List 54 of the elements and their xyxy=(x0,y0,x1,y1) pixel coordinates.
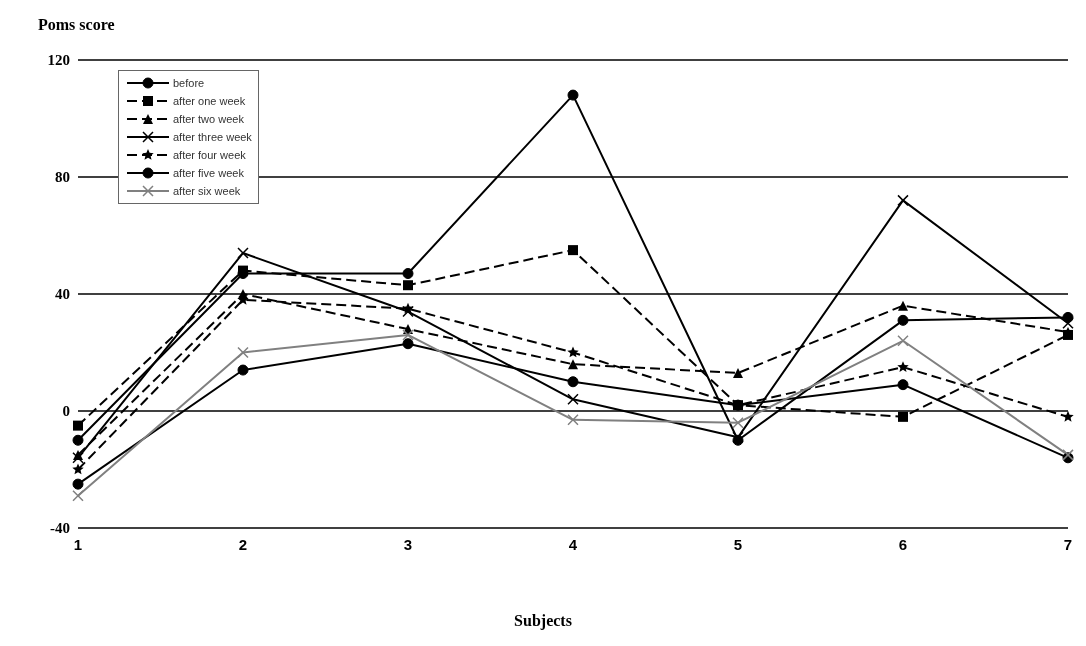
point xyxy=(403,280,413,291)
point xyxy=(897,361,909,372)
x-tick-label: 2 xyxy=(238,536,248,553)
legend-label: after two week xyxy=(173,113,244,125)
point xyxy=(897,314,909,326)
point xyxy=(237,247,249,259)
point xyxy=(402,302,414,314)
point xyxy=(73,420,83,431)
point xyxy=(1062,317,1074,329)
legend-label: after four week xyxy=(173,149,246,161)
legend-label: before xyxy=(173,77,205,89)
y-tick-label: 40 xyxy=(55,286,70,303)
x-tick-label: 6 xyxy=(898,536,908,553)
point xyxy=(898,411,908,422)
point xyxy=(567,346,579,358)
y-axis-title: Poms score xyxy=(38,16,115,34)
y-tick-label: 80 xyxy=(55,169,70,186)
x-tick-label: 1 xyxy=(73,536,83,553)
point xyxy=(567,393,579,406)
point xyxy=(898,300,908,311)
point xyxy=(72,490,84,502)
point xyxy=(567,376,579,388)
y-tick-label: 120 xyxy=(47,52,70,69)
point xyxy=(897,194,909,207)
x-axis-title: Subjects xyxy=(513,612,573,630)
point xyxy=(72,452,84,464)
x-tick-label: 4 xyxy=(568,536,578,553)
y-tick-label: -40 xyxy=(50,520,70,537)
point xyxy=(567,414,579,426)
point xyxy=(567,89,579,101)
y-tick-label: 0 xyxy=(62,403,70,420)
point xyxy=(568,245,578,256)
point xyxy=(732,416,744,429)
point xyxy=(72,434,84,446)
x-tick-label: 3 xyxy=(403,536,413,553)
point xyxy=(733,367,743,378)
point xyxy=(72,463,84,475)
point xyxy=(402,329,414,341)
legend-label: after one week xyxy=(173,95,246,107)
legend-label: after six week xyxy=(173,185,241,197)
legend-label: after five week xyxy=(173,167,244,179)
point xyxy=(402,305,414,318)
x-tick-label: 5 xyxy=(733,536,743,553)
point xyxy=(1062,410,1074,422)
legend-label: after three week xyxy=(173,131,252,143)
point xyxy=(402,338,414,350)
point xyxy=(897,379,909,391)
point xyxy=(897,335,909,347)
point xyxy=(72,478,84,490)
x-tick-label: 7 xyxy=(1063,536,1073,553)
point xyxy=(237,346,249,359)
point xyxy=(237,364,249,376)
point xyxy=(402,268,414,280)
point xyxy=(568,359,578,370)
